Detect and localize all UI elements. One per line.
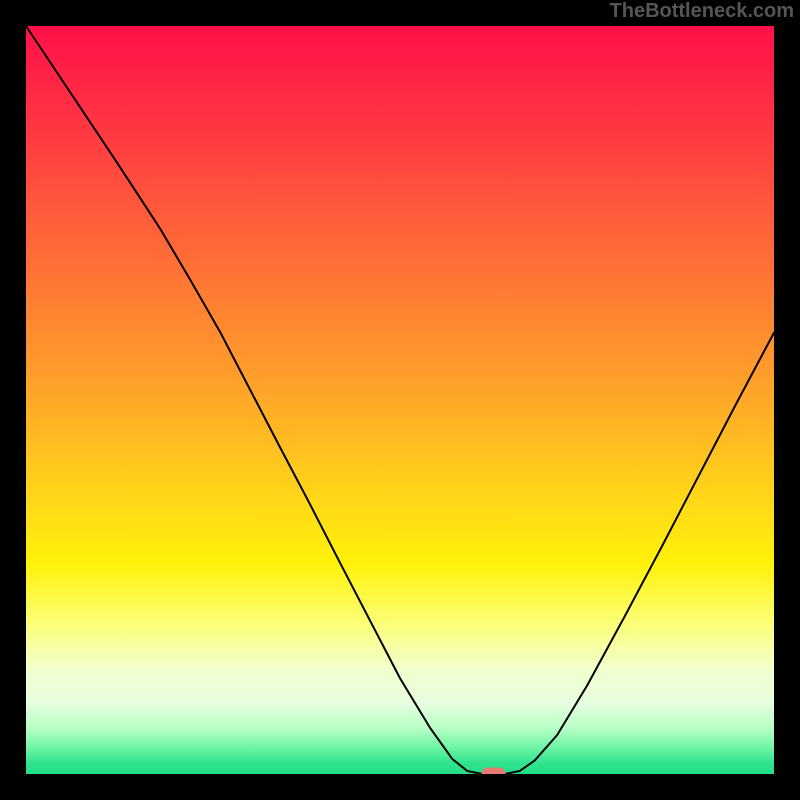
chart-frame: TheBottleneck.com (0, 0, 800, 800)
bottleneck-chart (0, 0, 800, 800)
watermark-text: TheBottleneck.com (610, 0, 794, 23)
optimal-marker (482, 768, 506, 781)
plot-background (26, 26, 774, 774)
